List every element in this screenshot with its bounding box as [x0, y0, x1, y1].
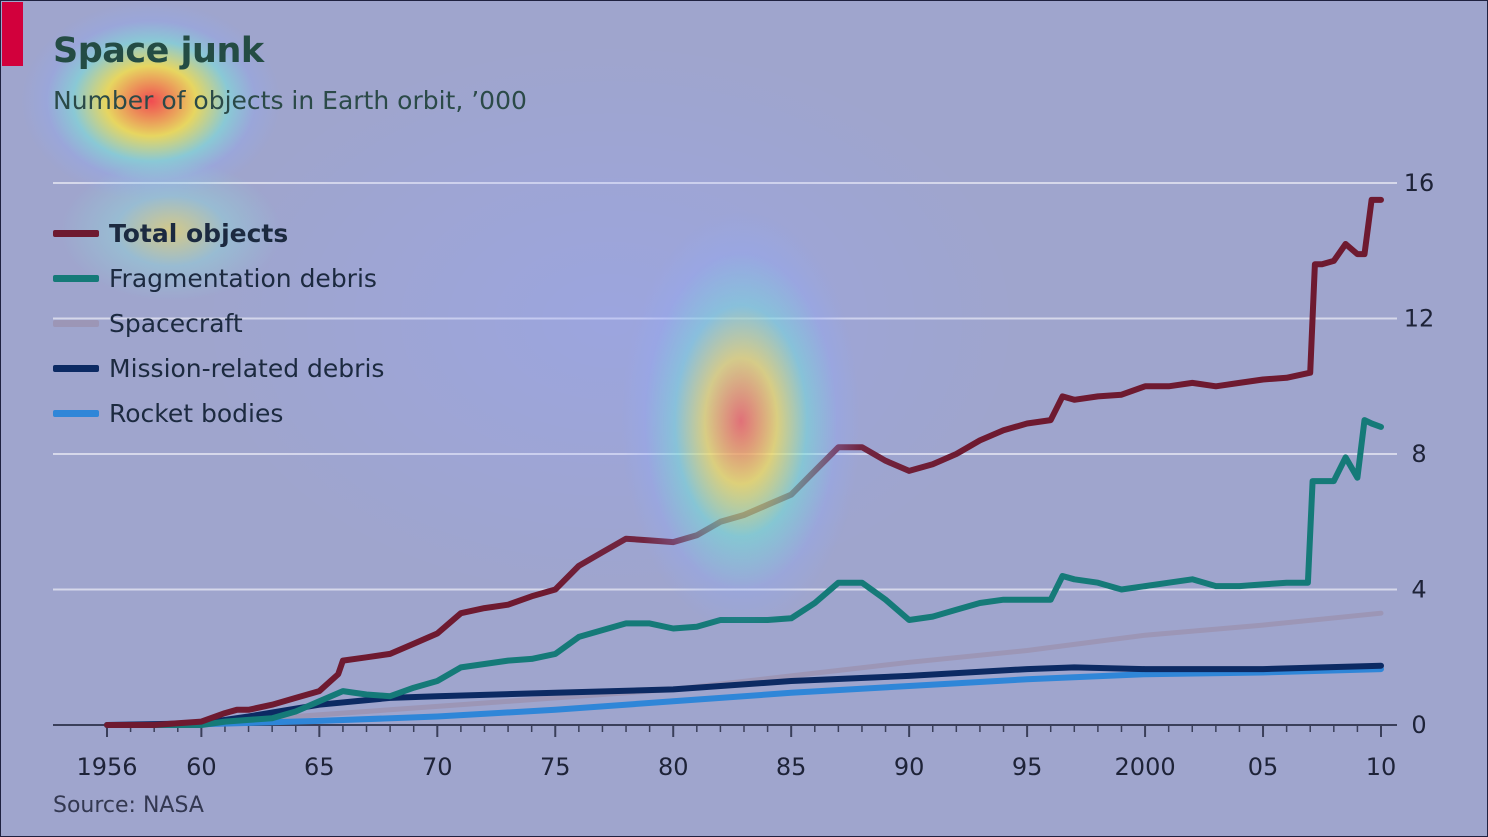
legend-swatch [53, 365, 99, 372]
x-tick-label: 65 [304, 753, 335, 781]
legend-item: Mission-related debris [53, 346, 384, 391]
x-tick-label: 10 [1366, 753, 1397, 781]
x-tick-label: 75 [540, 753, 571, 781]
legend-swatch [53, 410, 99, 417]
tick-labels: 0 4 8 12 16 1956 60 65 70 75 80 85 90 95 2000 05 10 [76, 169, 1434, 781]
legend-item: Rocket bodies [53, 391, 384, 436]
source-note: Source: NASA [53, 793, 204, 818]
legend-label: Fragmentation debris [109, 264, 377, 293]
legend-label: Mission-related debris [109, 354, 385, 383]
series-line-rocket-bodies [104, 666, 1384, 728]
x-tick-label: 80 [658, 753, 689, 781]
legend-swatch [53, 275, 99, 282]
chart-subtitle: Number of objects in Earth orbit, ’000 [53, 86, 527, 115]
y-tick-label: 0 [1411, 711, 1426, 739]
x-tick-label: 85 [776, 753, 807, 781]
legend-item: Spacecraft [53, 301, 384, 346]
legend-label: Rocket bodies [109, 399, 284, 428]
x-tick-label: 1956 [76, 753, 137, 781]
y-tick-label: 12 [1404, 305, 1435, 333]
x-tick-label: 2000 [1115, 753, 1176, 781]
y-tick-label: 4 [1411, 576, 1426, 604]
series-line-mission-related-debris [104, 662, 1384, 728]
x-tick-label: 95 [1012, 753, 1043, 781]
legend-item: Fragmentation debris [53, 256, 384, 301]
legend-swatch [53, 230, 99, 237]
legend-label: Spacecraft [109, 309, 243, 338]
chart-title: Space junk [53, 31, 264, 71]
x-tick-label: 05 [1248, 753, 1279, 781]
legend-swatch [53, 320, 99, 327]
x-axis [53, 724, 1397, 737]
legend: Total objects Fragmentation debris Spacecr… [53, 211, 384, 436]
legend-item: Total objects [53, 211, 384, 256]
y-tick-label: 8 [1411, 440, 1426, 468]
legend-label: Total objects [109, 219, 289, 248]
x-tick-label: 90 [894, 753, 925, 781]
x-tick-label: 60 [186, 753, 217, 781]
accent-tab [2, 2, 23, 66]
y-tick-label: 16 [1404, 169, 1435, 197]
x-tick-label: 70 [422, 753, 453, 781]
